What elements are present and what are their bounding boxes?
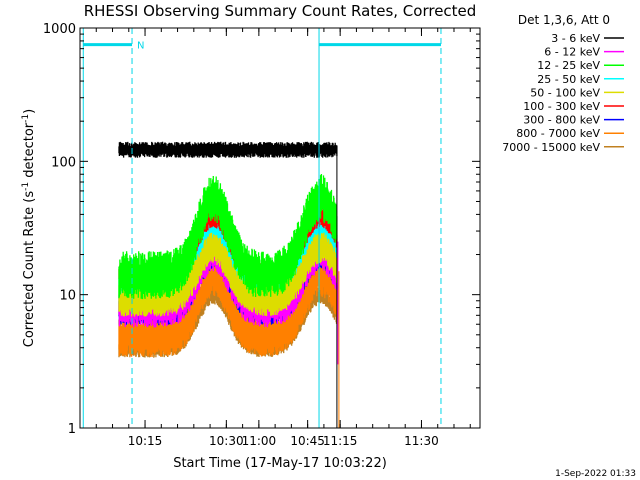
y-axis-label-exp1: -1 [21, 182, 31, 191]
y-tick-label: 100 [51, 155, 76, 170]
x-tick-label: 10:45 [290, 434, 325, 448]
night-bar-label-0: N [137, 41, 144, 52]
x-tick-label: 11:15 [323, 434, 358, 448]
x-tick-label: 10:15 [128, 434, 163, 448]
y-axis-label-mid: detector [22, 122, 37, 182]
legend-label-5: 100 - 300 keV [523, 100, 600, 113]
chart-title: RHESSI Observing Summary Count Rates, Co… [84, 2, 477, 20]
y-axis-label: Corrected Count Rate (s-1 detector-1) [21, 109, 37, 347]
legend-label-6: 300 - 800 keV [523, 114, 600, 127]
x-tick-label: 11:30 [404, 434, 439, 448]
series-line-7 [118, 257, 338, 357]
x-tick-label: 10:30 [209, 434, 244, 448]
y-tick-label: 10 [59, 289, 76, 304]
series-line-2 [118, 174, 338, 300]
x-axis: 10:15 10:30 10:45 11:00 11:15 11:30 [95, 28, 471, 448]
y-axis-label-main: Corrected Count Rate (s [22, 191, 37, 348]
series-line-0 [118, 141, 338, 158]
legend-label-7: 800 - 7000 keV [516, 127, 600, 140]
y-axis-label-end: ) [22, 109, 37, 114]
y-tick-label: 1000 [43, 22, 76, 37]
x-tick-label: 11:00 [242, 434, 277, 448]
legend-title: Det 1,3,6, Att 0 [518, 13, 610, 27]
plot-frame [79, 27, 481, 429]
legend-label-3: 25 - 50 keV [537, 73, 600, 86]
series-line-4 [118, 232, 338, 317]
x-axis-label: Start Time (17-May-17 10:03:22) [173, 456, 387, 471]
y-axis: 1 10 100 1000 [43, 22, 480, 437]
plot-area: N [82, 28, 442, 428]
legend-label-2: 12 - 25 keV [537, 59, 600, 72]
legend-label-8: 7000 - 15000 keV [502, 141, 600, 154]
y-axis-label-exp2: -1 [21, 114, 31, 123]
footer-timestamp: 1-Sep-2022 01:33 [555, 469, 636, 479]
y-tick-label: 1 [68, 422, 76, 437]
legend-label-1: 6 - 12 keV [544, 46, 600, 59]
legend-label-4: 50 - 100 keV [530, 86, 600, 99]
legend-label-0: 3 - 6 keV [551, 32, 600, 45]
